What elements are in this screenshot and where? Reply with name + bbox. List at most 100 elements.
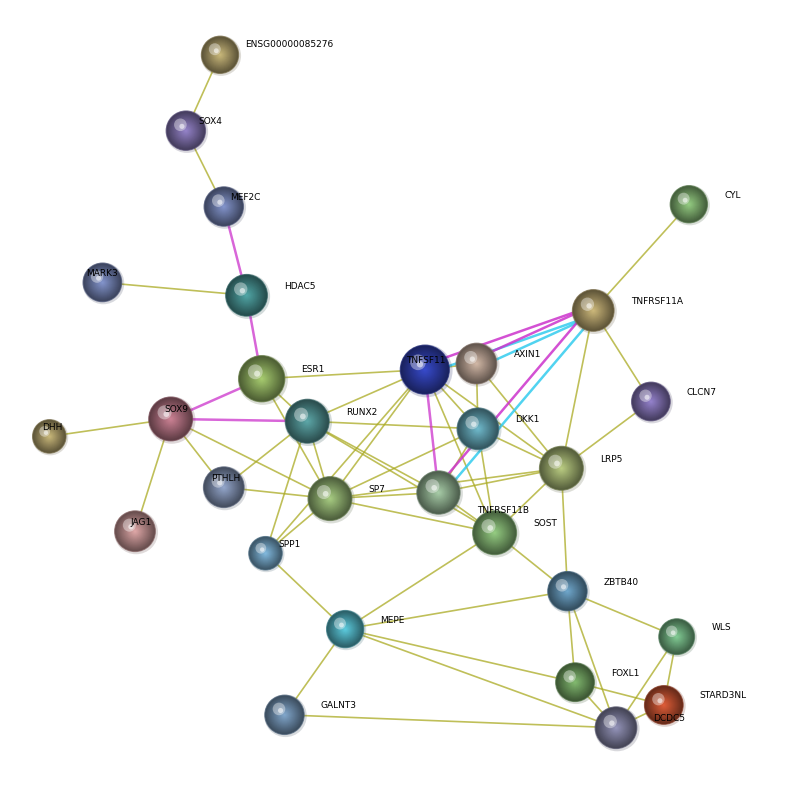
- Circle shape: [433, 487, 444, 498]
- Circle shape: [170, 115, 202, 146]
- Circle shape: [208, 190, 240, 222]
- Circle shape: [653, 694, 675, 716]
- Circle shape: [43, 430, 48, 435]
- Circle shape: [553, 460, 570, 476]
- Circle shape: [649, 399, 653, 404]
- Circle shape: [308, 477, 352, 521]
- Text: ZBTB40: ZBTB40: [604, 578, 639, 586]
- Circle shape: [282, 713, 287, 717]
- Circle shape: [254, 370, 260, 377]
- Circle shape: [600, 711, 633, 745]
- Circle shape: [418, 472, 459, 513]
- Circle shape: [582, 300, 604, 321]
- Circle shape: [434, 488, 443, 498]
- Circle shape: [315, 483, 346, 514]
- Circle shape: [96, 276, 101, 281]
- Circle shape: [471, 422, 477, 427]
- Circle shape: [604, 715, 629, 741]
- Circle shape: [243, 360, 280, 398]
- Circle shape: [123, 518, 136, 532]
- Circle shape: [673, 633, 681, 641]
- Circle shape: [206, 189, 241, 224]
- Circle shape: [323, 491, 328, 497]
- Circle shape: [552, 459, 570, 478]
- Circle shape: [252, 370, 271, 388]
- Circle shape: [552, 576, 582, 606]
- Circle shape: [32, 419, 68, 455]
- Circle shape: [477, 427, 480, 430]
- Circle shape: [558, 465, 565, 472]
- Circle shape: [234, 282, 248, 296]
- Circle shape: [133, 530, 136, 533]
- Circle shape: [473, 423, 484, 434]
- Circle shape: [402, 347, 447, 392]
- Circle shape: [604, 716, 628, 739]
- Circle shape: [239, 288, 254, 303]
- Circle shape: [462, 412, 495, 446]
- Circle shape: [219, 202, 228, 210]
- Circle shape: [423, 478, 454, 508]
- Circle shape: [243, 292, 250, 298]
- Circle shape: [255, 371, 269, 386]
- Circle shape: [460, 411, 495, 446]
- Circle shape: [44, 431, 54, 442]
- Circle shape: [165, 413, 177, 425]
- Circle shape: [327, 495, 334, 502]
- Circle shape: [205, 469, 242, 506]
- Circle shape: [249, 536, 285, 572]
- Circle shape: [683, 198, 694, 210]
- Circle shape: [660, 701, 668, 709]
- Circle shape: [679, 194, 698, 214]
- Circle shape: [202, 37, 237, 73]
- Circle shape: [211, 194, 236, 218]
- Circle shape: [555, 462, 568, 475]
- Circle shape: [114, 511, 155, 551]
- Circle shape: [549, 456, 574, 481]
- Circle shape: [541, 449, 581, 488]
- Circle shape: [228, 277, 265, 314]
- Circle shape: [215, 479, 232, 496]
- Circle shape: [208, 472, 239, 502]
- Circle shape: [548, 454, 563, 469]
- Circle shape: [421, 366, 429, 374]
- Circle shape: [250, 538, 281, 568]
- Circle shape: [132, 528, 138, 534]
- Circle shape: [426, 481, 451, 505]
- Circle shape: [344, 628, 346, 630]
- Circle shape: [409, 354, 441, 386]
- Circle shape: [263, 550, 268, 556]
- Circle shape: [437, 491, 440, 494]
- Circle shape: [563, 586, 573, 596]
- Circle shape: [305, 418, 310, 424]
- Circle shape: [309, 478, 351, 519]
- Circle shape: [634, 384, 668, 419]
- Circle shape: [612, 724, 619, 731]
- Circle shape: [574, 290, 613, 330]
- Circle shape: [298, 412, 316, 430]
- Text: TNFSF11: TNFSF11: [406, 356, 446, 365]
- Circle shape: [417, 361, 423, 367]
- Circle shape: [544, 450, 579, 486]
- Text: ENSG00000085276: ENSG00000085276: [245, 40, 333, 49]
- Circle shape: [608, 719, 625, 736]
- Circle shape: [302, 417, 312, 426]
- Circle shape: [334, 618, 346, 630]
- Circle shape: [272, 703, 297, 727]
- Circle shape: [299, 414, 316, 430]
- Circle shape: [470, 422, 485, 436]
- Text: STARD3NL: STARD3NL: [700, 691, 747, 700]
- Circle shape: [207, 470, 241, 505]
- Text: GALNT3: GALNT3: [321, 702, 357, 710]
- Circle shape: [181, 126, 190, 135]
- Circle shape: [210, 44, 230, 66]
- Circle shape: [212, 194, 225, 207]
- Circle shape: [459, 410, 497, 448]
- Circle shape: [215, 478, 234, 497]
- Circle shape: [177, 122, 195, 140]
- Circle shape: [457, 407, 502, 452]
- Circle shape: [551, 574, 585, 608]
- Circle shape: [543, 450, 580, 487]
- Circle shape: [233, 282, 260, 309]
- Circle shape: [481, 518, 509, 547]
- Circle shape: [639, 390, 663, 414]
